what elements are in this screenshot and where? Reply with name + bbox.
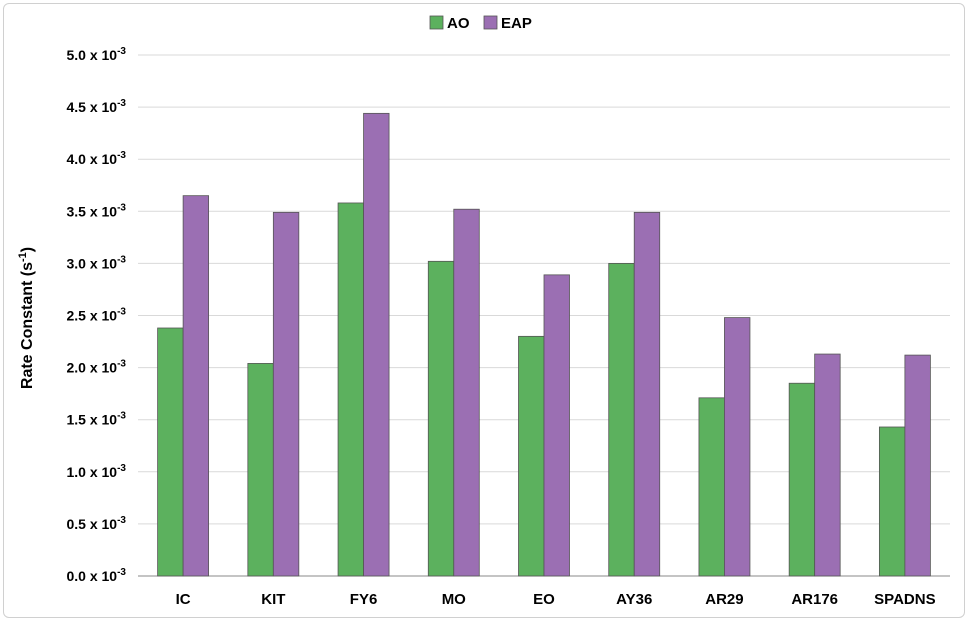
bar-ao-ic [157,327,184,577]
x-tick-label: FY6 [350,591,378,608]
bars [157,112,931,577]
bar-ao-ay36 [608,262,635,577]
y-tick-label: 3.5 x 10-3 [66,202,126,219]
legend-swatch-ao [429,15,444,30]
y-tick-label: 2.5 x 10-3 [66,307,126,324]
y-tick-label: 2.0 x 10-3 [66,359,126,376]
legend-label-eap: EAP [501,15,532,32]
x-tick-label: MO [442,591,466,608]
x-tick-label: IC [176,591,191,608]
bar-ao-ar29 [698,397,725,577]
y-tick-label: 1.0 x 10-3 [66,463,126,480]
y-tick-label: 4.5 x 10-3 [66,98,126,115]
x-tick-label: EO [533,591,555,608]
bar-eap-spadns [904,354,931,577]
bar-eap-eo [543,274,570,577]
bar-ao-kit [247,363,274,577]
bar-eap-ay36 [633,211,661,577]
x-tick-label: AR176 [791,591,838,608]
bar-eap-fy6 [363,112,390,577]
bar-eap-ic [182,195,210,577]
bar-eap-kit [272,211,300,577]
bar-eap-ar29 [724,317,751,577]
bar-ao-ar176 [788,382,816,577]
y-axis-label: Rate Constant (s-1) [17,247,36,389]
y-tick-label: 0.0 x 10-3 [66,567,126,584]
y-axis-ticks: 0.0 x 10-3 0.5 x 10-3 1.0 x 10-3 1.5 x 10-3… [66,46,126,584]
bar-ao-eo [518,335,545,577]
legend-swatch-eap [483,15,498,30]
x-tick-label: AR29 [705,591,743,608]
y-tick-label: 0.5 x 10-3 [66,515,126,532]
y-tick-label: 5.0 x 10-3 [66,46,126,63]
x-tick-label: AY36 [616,591,652,608]
x-axis-labels: IC KIT FY6 MO EO AY36 AR29 AR176 SPADNS [176,591,936,608]
bar-ao-mo [427,260,455,577]
bar-ao-fy6 [337,202,364,577]
y-tick-label: 4.0 x 10-3 [66,150,126,167]
x-tick-label: SPADNS [874,591,935,608]
y-tick-label: 3.0 x 10-3 [66,254,126,271]
bar-ao-spadns [878,426,906,577]
x-tick-label: KIT [261,591,285,608]
y-tick-label: 1.5 x 10-3 [66,411,126,428]
legend: AO EAP [429,15,532,32]
bar-eap-ar176 [814,353,841,577]
bar-eap-mo [453,208,480,577]
legend-label-ao: AO [447,15,470,32]
